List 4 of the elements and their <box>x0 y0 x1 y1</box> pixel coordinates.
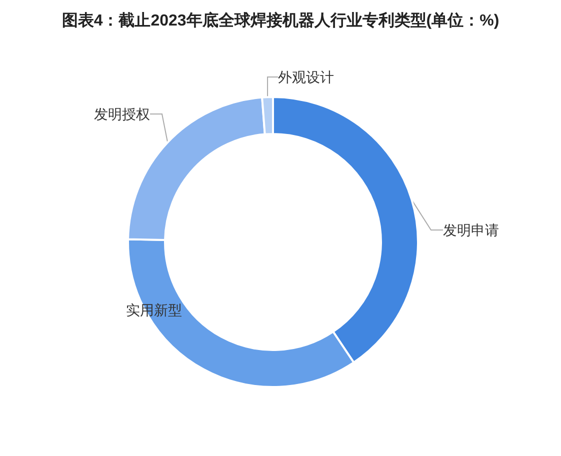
slice-label: 外观设计 <box>278 69 334 85</box>
chart-title: 图表4：截止2023年底全球焊接机器人行业专利类型(单位：%) <box>62 12 500 30</box>
slice-label: 发明申请 <box>443 222 499 238</box>
slice-label: 发明授权 <box>94 106 150 122</box>
